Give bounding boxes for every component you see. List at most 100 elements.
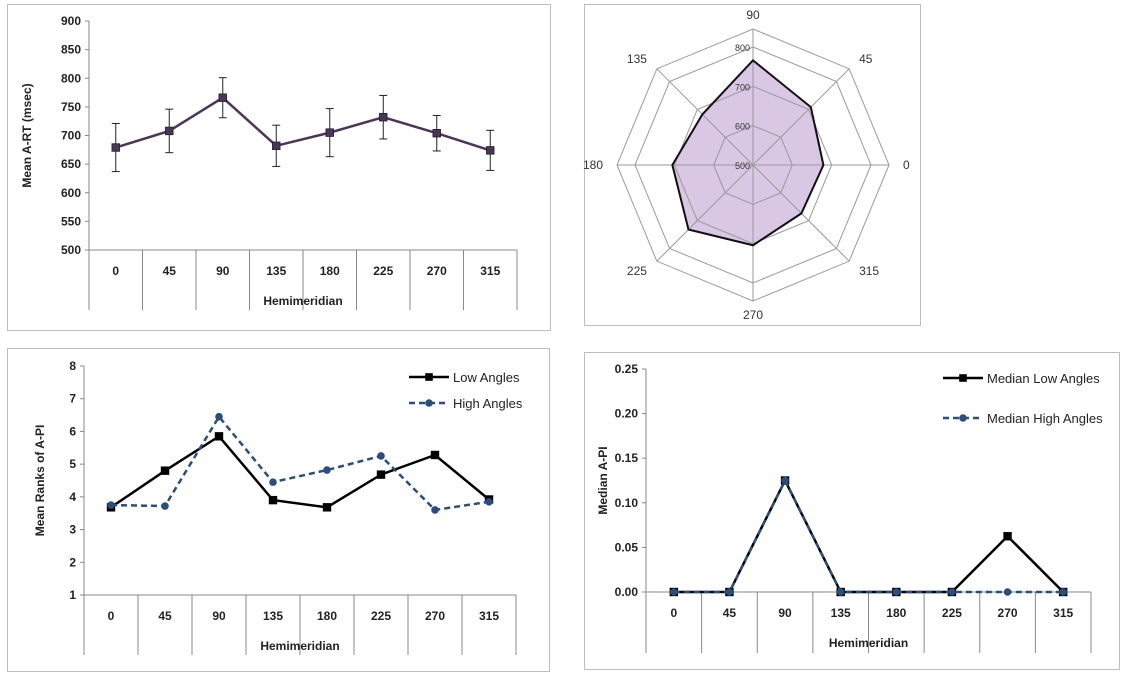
radar-tick-label: 800 <box>735 43 750 53</box>
y-tick-label: 700 <box>61 129 81 143</box>
x-tick-label: 315 <box>479 609 499 623</box>
y-tick-label: 850 <box>61 43 81 57</box>
y-axis-title: Mean A-RT (msec) <box>20 83 34 187</box>
y-tick-label: 6 <box>69 424 76 438</box>
series-0-point <box>111 143 120 152</box>
series-0-point <box>486 146 495 155</box>
x-tick-label: 270 <box>998 606 1018 620</box>
radar-spoke <box>752 68 850 166</box>
radar-spoke <box>656 68 754 166</box>
median-api-chart: 0.00 0.05 0.10 0.15 0.20 0.25 0 45 90 135 180 225 27… <box>584 352 1120 670</box>
series-median-high-angles-point <box>670 588 678 596</box>
series-low-angles-point <box>322 503 332 512</box>
legend-label: Median High Angles <box>987 411 1103 426</box>
series-0-point <box>325 128 334 137</box>
x-tick-label: 45 <box>158 609 172 623</box>
radar-category-label: 180 <box>583 158 603 172</box>
x-tick-label: 180 <box>886 606 906 620</box>
series-0-point <box>432 129 441 138</box>
series-low-angles-point <box>430 450 440 460</box>
x-tick-label: 270 <box>427 264 447 278</box>
median-api-chart-svg: 0.00 0.05 0.10 0.15 0.20 0.25 0 45 90 135 180 225 27… <box>596 362 1103 653</box>
series-median-high-angles-point <box>948 588 956 596</box>
x-tick-label: 180 <box>317 609 337 623</box>
x-tick-label: 45 <box>723 606 737 620</box>
x-tick-label: 90 <box>216 264 230 278</box>
radar-category-label: 225 <box>627 264 647 278</box>
y-tick-label: 800 <box>61 71 81 85</box>
y-tick-label: 2 <box>69 555 76 569</box>
radar-data-line <box>671 59 825 247</box>
y-tick-label: 650 <box>61 157 81 171</box>
radar-category-label: 90 <box>746 8 760 22</box>
x-tick-label: 90 <box>778 606 792 620</box>
series-median-high-angles-line <box>673 477 1064 594</box>
x-axis-title: Hemimeridian <box>829 636 908 650</box>
x-axis-title: Hemimeridian <box>263 294 342 308</box>
y-tick-label: 5 <box>69 457 76 471</box>
y-tick-label: 1 <box>69 588 76 602</box>
y-tick-label: 4 <box>69 490 76 504</box>
x-tick-label: 90 <box>212 609 226 623</box>
series-low-angles-point <box>376 470 386 479</box>
y-tick-label: 0.00 <box>615 585 639 599</box>
y-tick-label: 8 <box>69 359 76 373</box>
series-0-line <box>115 96 491 152</box>
y-tick-label: 900 <box>61 14 81 28</box>
series-low-angles-point <box>160 466 170 475</box>
series-low-angles-point <box>214 432 224 441</box>
series-low-angles-point <box>268 495 278 505</box>
x-tick-label: 315 <box>480 264 500 278</box>
x-tick-label: 315 <box>1053 606 1073 620</box>
x-tick-label: 135 <box>263 609 283 623</box>
radar-category-label: 135 <box>627 52 647 66</box>
x-tick-label: 225 <box>371 609 391 623</box>
x-tick-label: 225 <box>373 264 393 278</box>
y-tick-label: 0.25 <box>615 362 639 376</box>
y-tick-label: 3 <box>69 523 76 537</box>
series-0-point <box>218 93 227 102</box>
series-high-angles-point <box>377 452 385 460</box>
radar-tick-label: 600 <box>735 122 750 132</box>
series-0-point <box>272 141 281 151</box>
series-high-angles-point <box>485 497 493 506</box>
series-high-angles-point <box>323 466 331 474</box>
series-median-high-angles-point <box>725 588 734 596</box>
radar-tick-label: 700 <box>735 82 750 92</box>
series-high-angles-point <box>215 412 223 421</box>
radar-spoke <box>656 164 754 262</box>
x-axis-title: Hemimeridian <box>260 639 339 653</box>
y-tick-label: 550 <box>61 214 81 228</box>
radar-art-chart: 500 600 700 800 90 45 0 315 270 225 180 135 <box>583 4 921 326</box>
series-median-high-angles-point <box>892 588 901 596</box>
y-tick-label: 0.10 <box>615 496 639 510</box>
legend-swatch-marker <box>959 374 967 382</box>
x-tick-label: 0 <box>670 606 677 620</box>
x-tick-label: 0 <box>108 609 115 623</box>
radar-category-label: 45 <box>859 52 873 66</box>
y-tick-label: 7 <box>69 392 76 406</box>
y-tick-label: 0.15 <box>615 451 639 465</box>
radar-tick-label: 500 <box>735 161 750 171</box>
y-axis-title: Mean Ranks of A-PI <box>33 425 47 537</box>
x-tick-label: 45 <box>163 264 177 278</box>
x-tick-label: 180 <box>320 264 340 278</box>
radar-category-label: 270 <box>743 308 763 322</box>
y-tick-label: 500 <box>61 243 81 257</box>
mean-art-chart-svg: 500 550 600 650 700 750 800 850 900 0 45 90 135 180 22… <box>20 14 518 310</box>
series-median-low-angles-point <box>1003 532 1012 541</box>
mean-art-chart: 500 550 600 650 700 750 800 850 900 0 45 90 135 180 22… <box>7 4 551 331</box>
legend-label: High Angles <box>453 396 523 411</box>
series-median-high-angles-point <box>836 588 845 596</box>
y-tick-label: 750 <box>61 100 81 114</box>
series-median-high-angles-point <box>781 476 789 485</box>
y-tick-label: 0.20 <box>615 407 639 421</box>
x-tick-label: 135 <box>266 264 286 278</box>
series-high-angles-line <box>110 414 490 512</box>
mean-ranks-chart: 1 2 3 4 5 6 7 8 0 45 90 135 180 225 270 315 Hemimeridian… <box>7 348 550 672</box>
series-0-point <box>165 126 174 136</box>
y-tick-label: 600 <box>61 186 81 200</box>
legend-label: Median Low Angles <box>987 371 1100 386</box>
series-high-angles-point <box>269 478 277 486</box>
